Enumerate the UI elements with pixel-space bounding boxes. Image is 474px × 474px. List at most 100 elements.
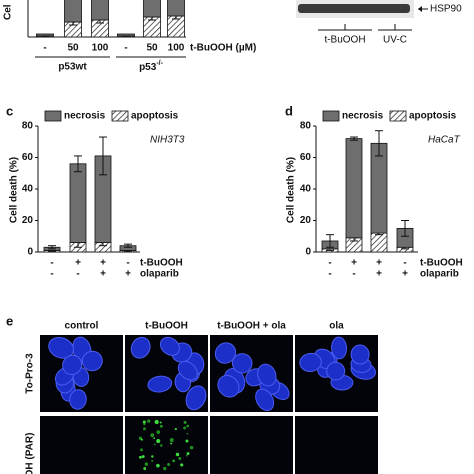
treatment-sign: + [402,269,408,280]
bar-segment [345,138,363,239]
par-signal [169,438,174,442]
row-label: OH (PAR) [25,433,36,474]
nucleus [214,342,237,364]
error-bar [124,243,132,248]
nucleus [326,361,346,381]
error-bar [350,136,358,141]
y-tick-label: 20 [22,215,34,226]
treatment-sign: + [376,269,382,280]
nucleus [48,337,75,359]
error-bar [48,245,56,250]
error-bar [326,234,334,248]
nucleus [62,354,83,376]
x-tick-label: 100 [168,43,185,54]
treatment-sign: - [50,258,53,269]
lane-label: UV-C [383,35,407,46]
x-axis-label: t-BuOOH (µM) [190,43,256,54]
nucleus [255,388,275,412]
y-tick-label: 40 [300,184,312,195]
legend-label: apoptosis [131,111,179,122]
par-signal [185,454,188,457]
micrograph [40,416,123,474]
treatment-sign: + [376,258,382,269]
panel-letter: e [6,313,13,328]
y-tick-label: 80 [300,121,312,132]
bar-segment [370,232,388,253]
error-bar [99,136,107,176]
legend-label: necrosis [64,111,106,122]
treatment-sign: - [76,269,79,280]
legend-swatch [111,110,129,122]
nucleus [185,385,207,411]
treatment-name: t-BuOOH [420,258,463,269]
par-signal [183,420,187,424]
par-signal [167,462,171,467]
group-label-superscript: -/- [156,60,163,67]
nucleus [177,360,198,381]
treatment-sign: - [126,258,129,269]
x-tick-label: 50 [67,43,79,54]
band-arrow-head [418,6,422,12]
par-signal [159,424,163,428]
x-tick-label: - [43,43,46,54]
error-bar [375,130,383,157]
blot-band [298,4,410,13]
y-axis-label: Cell death (%) [9,157,20,223]
nucleus [299,352,322,372]
chart: c Cell death (%) 0 20 40 60 80 necrosis apoptosi… [6,103,185,279]
error-bar [401,220,409,237]
nucleus [81,350,103,372]
par-signal [156,430,161,434]
par-signal [170,442,173,445]
treatment-name: olaparib [420,269,459,280]
y-axis-label: Cell death (%) [286,157,297,223]
par-signal [174,428,177,431]
treatment-sign: + [125,269,131,280]
par-signal [143,467,147,470]
bar-segment [370,142,388,234]
legend-label: apoptosis [409,111,457,122]
nucleus [159,336,180,356]
bar-segment [167,0,185,17]
nucleus [69,389,87,410]
treatment-sign: - [50,269,53,280]
treatment-sign: + [75,258,81,269]
treatment-sign: + [351,258,357,269]
y-tick-label: 0 [305,247,311,258]
par-signal [159,421,162,424]
par-signal [160,444,163,447]
nucleus [331,336,348,360]
nucleus [257,363,277,387]
x-tick-label: 50 [146,43,158,54]
par-signal [144,462,149,466]
bar-segment [64,0,82,23]
nucleus [217,374,240,398]
par-signal [141,455,145,459]
nucleus [147,375,173,393]
treatment-sign: - [352,269,355,280]
legend-swatch [389,110,407,122]
annotation: HaCaT [428,135,461,146]
par-signal [172,459,176,463]
y-tick-label: 80 [22,121,34,132]
treatment-sign: + [100,258,106,269]
par-signal [154,419,159,425]
par-signal [140,438,143,441]
nucleus [130,336,151,359]
par-signal [156,463,160,468]
annotation: NIH3T3 [150,135,185,146]
par-signal [186,432,189,435]
column-label: t-BuOOH + ola [217,321,286,332]
error-bar [74,155,82,173]
y-axis-label: Cel [3,4,14,20]
par-signal [178,457,182,461]
par-signal [143,427,146,431]
panel-letter: c [6,103,13,118]
par-signal [186,452,190,455]
y-tick-label: 40 [22,184,34,195]
lane-label: t-BuOOH [324,35,365,46]
column-label: t-BuOOH [145,321,188,332]
column-label: ola [329,321,344,332]
par-signal [140,448,143,452]
